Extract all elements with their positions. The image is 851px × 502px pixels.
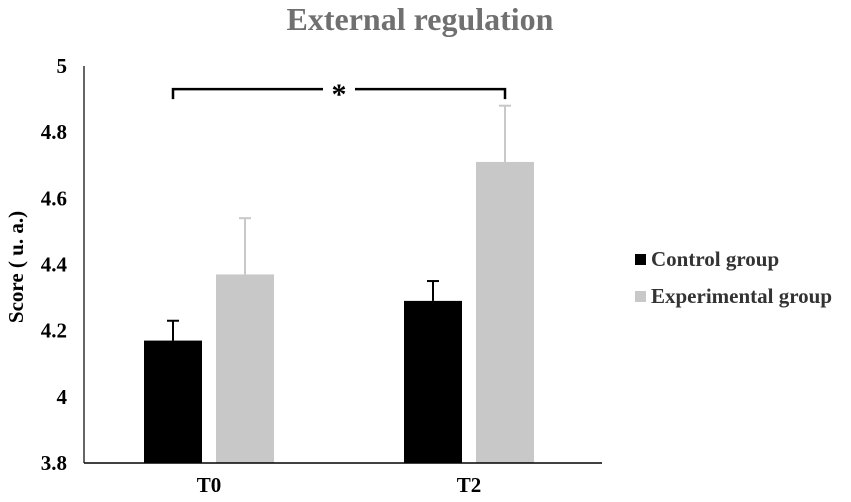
x-tick-label-t0: T0 (197, 473, 222, 497)
error-bars (167, 104, 511, 341)
y-axis-ticks: 3.8 4 4.2 4.4 4.6 4.8 5 (41, 54, 68, 475)
bar-t0-series-0 (144, 340, 202, 463)
y-tick-label: 4 (57, 385, 68, 409)
y-tick-label: 4.2 (41, 319, 67, 343)
significance-bracket (171, 87, 507, 100)
y-tick-label: 4.4 (41, 253, 68, 277)
y-tick-label: 4.8 (41, 120, 67, 144)
significance-annotation: * (171, 78, 507, 111)
x-tick-label-t2: T2 (457, 473, 482, 497)
y-tick-label: 3.8 (41, 451, 67, 475)
y-tick-label: 5 (57, 54, 68, 78)
x-axis-ticks: T0 T2 (197, 473, 482, 497)
legend-swatch-series-0 (635, 254, 646, 265)
bar-t2-series-1 (476, 161, 534, 464)
y-tick-label: 4.6 (41, 186, 67, 210)
legend-label-series-1: Experimental group (651, 284, 832, 308)
y-axis-label: Score ( u. a.) (4, 211, 28, 323)
chart-title: External regulation (287, 1, 554, 37)
bar-t2-series-0 (404, 300, 462, 463)
legend-swatch-series-1 (635, 291, 646, 302)
bars (144, 161, 534, 464)
legend: Control group Experimental group (635, 247, 832, 308)
significance-marker: * (332, 78, 347, 111)
legend-label-series-0: Control group (651, 247, 779, 271)
bar-t0-series-1 (216, 274, 274, 463)
